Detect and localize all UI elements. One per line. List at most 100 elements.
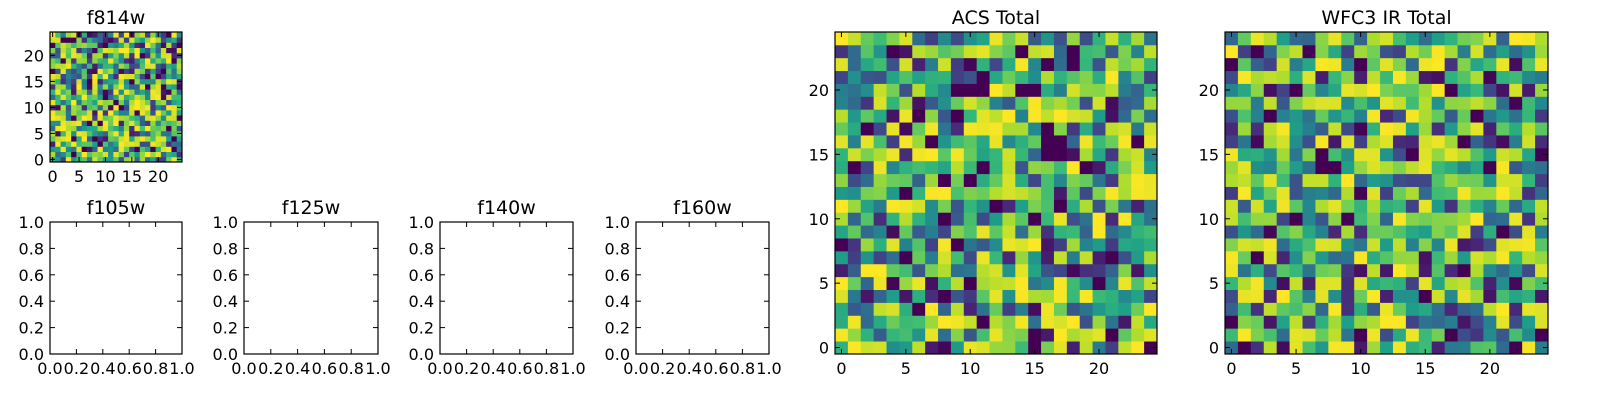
heatmap-cell [899, 341, 913, 355]
heatmap-cell [97, 115, 104, 121]
heatmap-cell [123, 130, 130, 137]
heatmap-cell [847, 173, 862, 187]
heatmap-cell [145, 42, 151, 48]
heatmap-cell [1302, 302, 1316, 316]
heatmap-cell [1328, 238, 1342, 252]
heatmap-cell [950, 57, 965, 72]
heatmap-cell [847, 70, 862, 84]
heatmap-cell [1328, 250, 1342, 265]
heatmap-cell [1225, 199, 1239, 213]
axes-frame [49, 221, 183, 355]
heatmap-cell [847, 109, 862, 123]
heatmap-cell [1392, 341, 1407, 355]
heatmap-cell [55, 52, 61, 59]
heatmap-cell [1225, 328, 1239, 342]
heatmap-cell [150, 115, 156, 121]
heatmap-cell [1237, 109, 1252, 123]
heatmap-cell [938, 276, 952, 290]
heatmap-cell [925, 173, 939, 187]
heatmap-cell [1131, 32, 1145, 46]
y-tick-label: 0.4 [213, 292, 238, 311]
heatmap-cell [145, 104, 151, 111]
heatmap-cell [81, 89, 88, 95]
heatmap-cell [166, 78, 172, 85]
y-tick-label: 0.0 [409, 345, 434, 364]
heatmap-cell [81, 120, 88, 126]
heatmap-cell [847, 199, 862, 213]
heatmap-cell [160, 52, 167, 59]
heatmap-cell [150, 78, 156, 85]
heatmap-cell [1250, 44, 1265, 59]
heatmap-cell [1118, 250, 1132, 265]
heatmap-cell [950, 302, 965, 316]
heatmap-cell [1118, 238, 1132, 252]
heatmap-cell [1380, 263, 1394, 278]
heatmap-cell [1328, 160, 1342, 175]
heatmap-cell [81, 110, 88, 116]
heatmap-cell [1354, 212, 1368, 226]
heatmap-cell [1263, 83, 1278, 97]
heatmap-cell [1263, 289, 1278, 303]
heatmap-cell [1392, 302, 1407, 316]
heatmap-cell [1405, 276, 1420, 290]
heatmap-cell [1053, 263, 1068, 278]
heatmap-cell [139, 94, 146, 100]
heatmap-cell [1328, 57, 1342, 72]
heatmap-cell [71, 58, 77, 64]
heatmap-cell [129, 136, 135, 142]
heatmap-cell [129, 52, 135, 59]
heatmap-cell [1289, 276, 1303, 290]
heatmap-cell [976, 57, 990, 72]
heatmap-cell [1405, 315, 1420, 329]
x-tick-label: 5 [901, 359, 911, 378]
heatmap-cell [976, 315, 990, 329]
heatmap-cell [97, 156, 104, 163]
heatmap-cell [1354, 186, 1368, 200]
heatmap-cell [108, 42, 114, 48]
heatmap-cell [145, 78, 151, 85]
heatmap-cell [1392, 250, 1407, 265]
heatmap-cell [1079, 147, 1093, 162]
heatmap-cell [1131, 289, 1145, 303]
heatmap-cell [860, 160, 875, 175]
heatmap-cell [1405, 199, 1420, 213]
heatmap-cell [1328, 173, 1342, 187]
heatmap-cell [976, 302, 990, 316]
heatmap-cell [102, 89, 109, 95]
y-tick-label: 15 [24, 72, 44, 91]
heatmap-cell [86, 104, 93, 111]
heatmap-cell [1457, 160, 1471, 175]
heatmap-cell [1431, 225, 1446, 239]
heatmap-cell [847, 160, 862, 175]
heatmap-cell [1079, 160, 1093, 175]
heatmap-cell [860, 173, 875, 187]
heatmap-cell [134, 42, 141, 48]
heatmap-cell [160, 151, 167, 158]
heatmap-cell [1535, 225, 1549, 239]
heatmap-cell [1457, 96, 1471, 110]
heatmap-cell [1380, 341, 1394, 355]
heatmap-cell [65, 94, 72, 100]
heatmap-cell [50, 68, 56, 74]
heatmap-cell [976, 109, 990, 123]
heatmap-cell [925, 186, 939, 200]
heatmap-cell [139, 115, 146, 121]
heatmap-cell [166, 89, 172, 95]
heatmap-cell [129, 63, 135, 69]
heatmap-cell [938, 186, 952, 200]
heatmap-cell [1367, 173, 1381, 187]
heatmap-cell [1053, 199, 1068, 213]
heatmap-cell [118, 78, 125, 85]
heatmap-cell [97, 63, 104, 69]
heatmap-cell [1118, 328, 1132, 342]
heatmap-cell [1315, 70, 1329, 84]
heatmap-cell [108, 37, 114, 43]
heatmap-cell [925, 122, 939, 136]
heatmap-cell [1118, 173, 1132, 187]
heatmap-cell [65, 58, 72, 64]
heatmap-cell [139, 84, 146, 90]
heatmap-cell [113, 52, 120, 59]
heatmap-cell [976, 173, 990, 187]
heatmap-cell [1263, 238, 1278, 252]
heatmap-cell [97, 110, 104, 116]
